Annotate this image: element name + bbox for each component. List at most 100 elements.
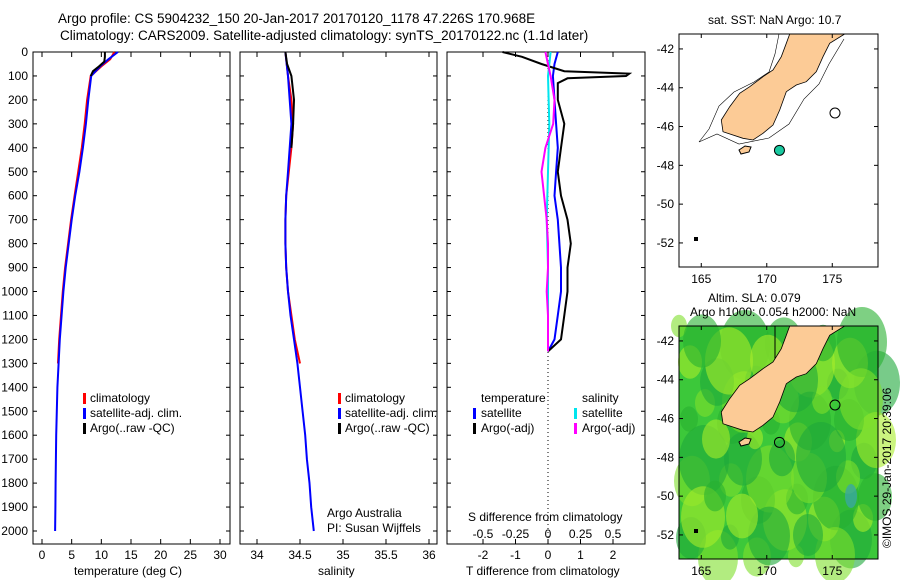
depth-tick-label: 400: [8, 141, 28, 155]
x-tick-label: 34.5: [288, 548, 312, 562]
legend-temperature-title: temperature: [481, 391, 546, 405]
lat-tick-label: -50: [657, 197, 675, 211]
sla-patch: [747, 426, 763, 450]
legend-climatology: climatology: [90, 391, 151, 405]
series-line-t-satellite: [547, 51, 562, 352]
map-sla-title2: Argo h1000: 0.054 h2000: NaN: [690, 305, 857, 319]
sla-patch: [726, 493, 758, 539]
sla-patch: [748, 506, 790, 566]
map-sst: [678, 33, 879, 268]
map-frame: [678, 325, 879, 560]
x-tick-label: 0: [545, 548, 552, 562]
sla-patch: [683, 314, 721, 368]
lat-tick-label: -46: [657, 120, 675, 134]
sla-patch: [769, 439, 795, 477]
sla-patch: [812, 386, 832, 414]
legend-t-argo: Argo(-adj): [481, 421, 535, 435]
sla-patch: [858, 473, 892, 521]
lon-tick-label: 170: [757, 272, 777, 286]
depth-tick-label: 100: [8, 69, 28, 83]
depth-tick-label: 600: [8, 189, 28, 203]
sla-patch: [793, 514, 823, 556]
series-line-argo: [284, 51, 296, 148]
x-tick-label: -2: [478, 548, 489, 562]
depth-tick-label: 2000: [1, 524, 28, 538]
x-tick-label: 35.5: [374, 548, 398, 562]
x-tick-label: 5: [68, 548, 75, 562]
temperature-xlabel: temperature (deg C): [74, 564, 183, 578]
auckland-islands: [694, 529, 698, 533]
title-line2: Climatology: CARS2009. Satellite-adjuste…: [60, 28, 589, 43]
stewart-island-land: [738, 437, 752, 447]
x2-tick-label: 0.5: [605, 527, 622, 541]
lat-tick-label: -44: [657, 81, 675, 95]
depth-tick-label: 1300: [1, 356, 28, 370]
depth-tick-label: 500: [8, 165, 28, 179]
title-line1: Argo profile: CS 5904232_150 20-Jan-2017…: [58, 11, 536, 26]
series-line-s-argo: [540, 51, 556, 352]
depth-tick-label: 700: [8, 213, 28, 227]
depth-tick-label: 900: [8, 261, 28, 275]
legend-argo: Argo(..raw -QC): [345, 421, 430, 435]
depth-tick-label: 1200: [1, 332, 28, 346]
salinity-xlabel: salinity: [318, 564, 355, 578]
series-line-argo: [89, 52, 106, 77]
x-tick-label: 10: [95, 548, 109, 562]
sla-patch: [845, 484, 857, 508]
x-tick-label: 30: [213, 548, 227, 562]
depth-tick-label: 0: [21, 45, 28, 59]
sla-patch: [839, 368, 883, 430]
legend-s-satellite: satellite: [582, 406, 623, 420]
annotation-argo-australia: Argo Australia: [327, 506, 402, 520]
auckland-islands: [694, 237, 698, 241]
lon-tick-label: 170: [757, 564, 777, 578]
sdiff-xlabel: S difference from climatology: [468, 510, 623, 524]
credit-text: ©IMOS 29-Jan-2017 20:39:06: [880, 387, 894, 548]
x-tick-label: 15: [124, 548, 138, 562]
x2-tick-label: 0: [545, 527, 552, 541]
x-tick-label: 1: [577, 548, 584, 562]
legend-climatology: climatology: [345, 391, 406, 405]
map-sla: [671, 307, 900, 580]
legend-t-satellite: satellite: [481, 406, 522, 420]
legend-s-argo: Argo(-adj): [582, 421, 636, 435]
x-tick-label: 34: [250, 548, 264, 562]
depth-tick-label: 1000: [1, 285, 28, 299]
sla-patch: [815, 527, 855, 580]
x-tick-label: 0: [39, 548, 46, 562]
x2-tick-label: -0.5: [473, 527, 494, 541]
map-frame: [678, 33, 879, 268]
legend-s-argo-marker: [574, 423, 577, 434]
lon-tick-label: 175: [822, 564, 842, 578]
x2-tick-label: 0.25: [569, 527, 593, 541]
lat-tick-label: -48: [657, 158, 675, 172]
x-tick-label: 2: [610, 548, 617, 562]
legend-satellite: satellite-adj. clim.: [345, 406, 438, 420]
panel-frame: [239, 51, 438, 545]
sla-patch: [704, 480, 726, 512]
depth-tick-label: 200: [8, 93, 28, 107]
isobath-contour: [698, 33, 845, 145]
legend-satellite-marker: [338, 408, 341, 419]
panel-frame: [446, 51, 646, 545]
argo-float-marker: [773, 144, 785, 156]
lat-tick-label: -46: [657, 412, 675, 426]
series-line-climatology: [57, 51, 116, 364]
stewart-island-land: [738, 145, 752, 155]
depth-tick-label: 1400: [1, 380, 28, 394]
depth-tick-label: 1900: [1, 500, 28, 514]
lat-tick-label: -52: [657, 528, 675, 542]
depth-tick-label: 1600: [1, 428, 28, 442]
legend-argo-marker: [83, 423, 86, 434]
lon-tick-label: 175: [822, 272, 842, 286]
x2-tick-label: -0.25: [502, 527, 530, 541]
lat-tick-label: -52: [657, 236, 675, 250]
x-tick-label: 36: [422, 548, 436, 562]
x-tick-label: 20: [154, 548, 168, 562]
tdiff-xlabel: T difference from climatology: [466, 564, 620, 578]
depth-tick-label: 1800: [1, 476, 28, 490]
legend-argo-marker: [338, 423, 341, 434]
series-line-climatology: [284, 51, 301, 364]
lon-tick-label: 165: [691, 564, 711, 578]
